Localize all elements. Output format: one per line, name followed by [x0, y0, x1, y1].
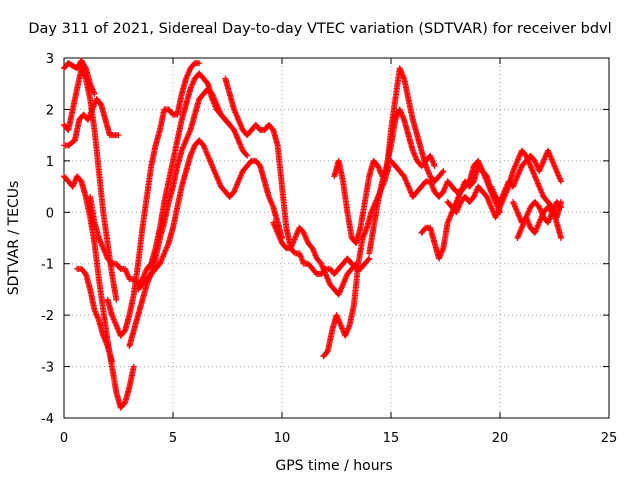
data-point — [91, 91, 98, 97]
data-point — [243, 151, 250, 158]
axis-ticks: 0 5 10 15 20 25 -4 -3 -2 -1 0 1 2 3 — [41, 52, 617, 446]
data-point — [558, 204, 565, 211]
x-tick-label: 15 — [383, 431, 400, 446]
y-tick-label: 1 — [46, 155, 54, 170]
y-tick-label: -1 — [41, 258, 54, 273]
y-tick-label: 3 — [46, 52, 54, 67]
y-tick-label: 2 — [46, 103, 54, 118]
x-tick-label: 10 — [274, 431, 291, 446]
data-point — [440, 168, 447, 175]
data-point — [558, 235, 565, 241]
data-point — [557, 203, 564, 210]
data-point — [196, 60, 203, 67]
data-point — [366, 255, 373, 262]
x-tick-label: 0 — [60, 431, 68, 446]
y-tick-label: -2 — [41, 309, 54, 324]
data-point — [130, 363, 137, 370]
grid — [64, 58, 609, 418]
x-axis-label: GPS time / hours — [275, 458, 392, 474]
y-tick-label: 0 — [46, 206, 54, 221]
x-tick-label: 25 — [601, 431, 618, 446]
data-point — [108, 358, 115, 365]
x-tick-label: 5 — [169, 431, 177, 446]
data-point — [431, 163, 438, 169]
chart-title: Day 311 of 2021, Sidereal Day-to-day VTE… — [28, 21, 611, 37]
x-tick-label: 20 — [492, 431, 509, 446]
data-point — [244, 152, 251, 159]
data-point — [558, 178, 565, 185]
data-point — [439, 169, 446, 176]
data-point — [113, 296, 120, 303]
y-axis-label: SDTVAR / TECUs — [6, 181, 22, 296]
data-point — [115, 132, 122, 139]
data-points — [61, 57, 565, 411]
data-point — [365, 256, 372, 263]
data-point — [82, 64, 89, 70]
y-tick-label: -4 — [41, 412, 54, 427]
y-tick-label: -3 — [41, 361, 54, 376]
plot-frame — [63, 57, 610, 419]
